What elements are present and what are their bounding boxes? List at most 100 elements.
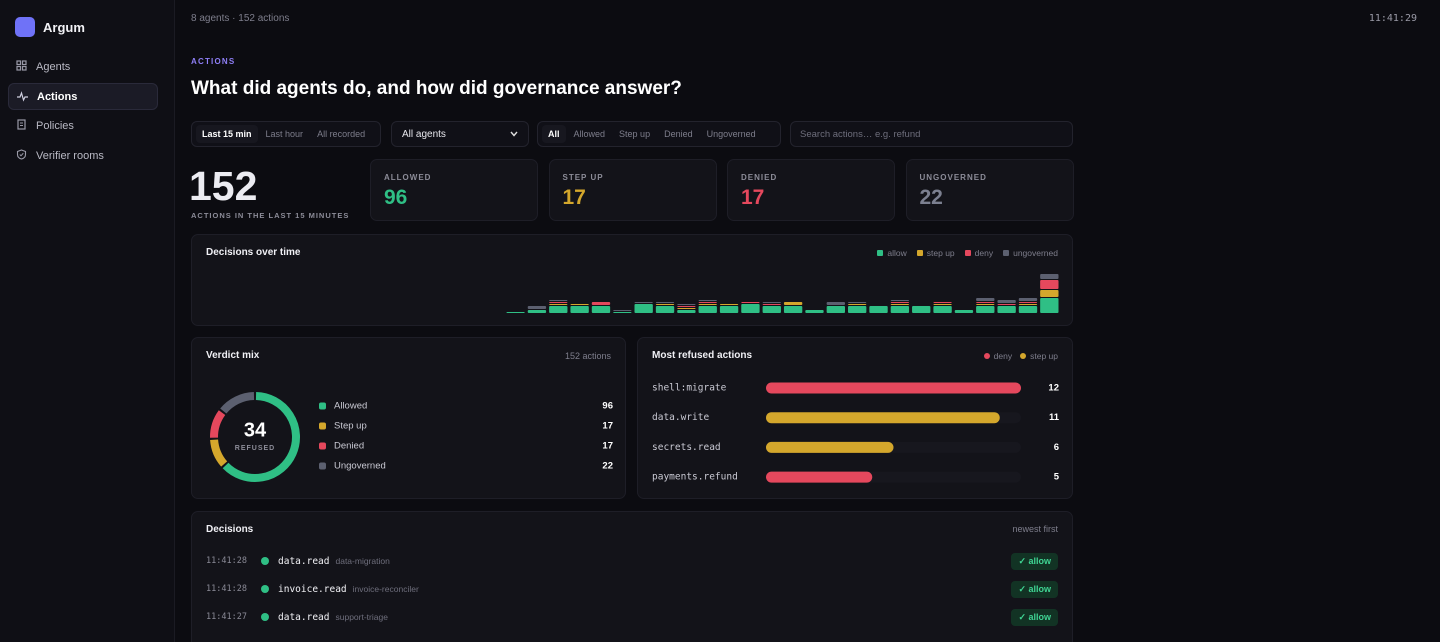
bar [766,382,1021,394]
agent-select[interactable]: All agents [391,121,529,147]
chevron [510,131,518,137]
search-placeholder: Search actions… e.g. refund [800,128,921,140]
time-option[interactable]: Last hour [265,129,304,139]
eyebrow: ACTIONS [191,57,236,66]
legend-swatch [319,402,326,410]
decision-row[interactable]: 11:41:28 invoice.read invoice-reconciler ✓ … [206,579,1058,599]
legend-label: ungoverned [1013,248,1058,258]
nav-label: Actions [37,90,78,103]
search-input[interactable]: Search actions… e.g. refund [790,121,1073,147]
legend-value: 96 [602,401,613,412]
bar-segment [762,306,781,313]
bar-segment [869,306,888,313]
bar-segment [976,298,995,301]
stat-card: DENIED 17 [727,159,895,221]
total-count: 152 [189,163,258,209]
decision-action: invoice.read [278,583,347,595]
bar-segment [997,300,1016,303]
select-value: All agents [402,128,446,140]
nav-item[interactable]: Agents [8,53,158,80]
bar-segment [1018,306,1038,313]
bar-segment [698,304,717,305]
legend-value: 22 [602,461,613,472]
panel-title: Verdict mix [206,350,260,361]
bar-segment [783,306,803,313]
bar-segment [933,306,952,313]
bar-segment [527,306,547,309]
decision-row[interactable]: 11:41:28 data.read data-migration ✓ allow [206,551,1058,571]
verdict-option[interactable]: Denied [664,129,693,139]
bar-segment [976,306,995,313]
legend-item: step up [1020,351,1058,361]
nav-item[interactable]: Verifier rooms [8,142,158,169]
decision-agent: invoice-reconciler [352,584,419,594]
decision-row[interactable]: 11:41:27 data.read support-triage ✓ allow [206,607,1058,627]
sidebar: Argum Agents Actions Policies Verifier r… [0,0,175,642]
time-option[interactable]: All recorded [317,129,366,139]
bar-segment [783,302,803,305]
verdict-option[interactable]: All [542,125,566,143]
stat-label: UNGOVERNED [919,173,987,182]
nav-label: Policies [36,119,74,132]
donut-chart: 34 REFUSED Allowed 96 Step up 17 Denied 17 Ungov… [210,392,613,482]
verdict-option[interactable]: Ungoverned [706,129,756,139]
donut-center-label: REFUSED [235,445,275,452]
nav-item[interactable]: Actions [8,83,158,110]
bar-segment [634,304,653,313]
bar-segment [997,306,1016,313]
legend-label: Denied [334,441,364,452]
stat-value: 96 [384,186,408,209]
stat-card: UNGOVERNED 22 [905,159,1074,221]
legend-swatch [319,442,326,450]
status-dot [261,557,269,565]
verdict-filter: All Allowed Step up Denied Ungoverned [537,121,781,147]
decision-agent: data-migration [335,556,390,566]
verdict-option[interactable]: Step up [619,129,651,139]
bar [766,471,873,483]
stat-label: ALLOWED [384,173,432,182]
bar-segment [912,306,931,313]
bar-segment [890,306,910,313]
legend-label: Ungoverned [334,461,386,472]
bar-segment [655,306,675,313]
bar-value: 5 [1054,472,1060,483]
refused-panel: Most refused actions deny step up shell:m… [637,337,1073,499]
bar-value: 6 [1054,442,1059,453]
donut-center-value: 34 [244,419,267,441]
panel-title: Decisions [206,524,254,535]
bar-segment [549,302,568,303]
verdict-option[interactable]: Allowed [573,129,606,139]
legend-swatch [964,250,971,256]
brand: Argum [43,20,85,35]
bar-segment [997,304,1016,305]
stat-card: ALLOWED 96 [370,159,538,221]
bar-segment [976,304,995,305]
bar-segment [848,304,867,305]
clock: 11:41:29 [1368,13,1417,24]
bar-segment [677,304,696,305]
bar-segment [976,302,995,303]
time-option[interactable]: Last 15 min [196,125,258,143]
nav-label: Verifier rooms [36,149,104,162]
panel-title: Decisions over time [206,247,301,258]
decision-action: data.read [278,611,330,623]
bar-label: shell:migrate [652,383,727,394]
page-title: What did agents do, and how did governan… [191,78,682,99]
status-dot [261,585,269,593]
bar-segment [848,306,867,313]
bar-segment [890,302,910,303]
donut-segment [210,410,226,438]
bar-segment [719,306,739,313]
bar-segment [1018,302,1038,303]
bar-segment [805,310,824,313]
bar-segment [655,304,675,305]
bar [766,412,1000,424]
legend-swatch [319,462,326,470]
nav-item[interactable]: Policies [8,112,158,139]
timeline-chart [506,274,1059,313]
bar-segment [570,304,589,305]
bar-segment [762,302,781,303]
bar-segment [890,300,910,301]
bar-segment [677,306,696,307]
bar-segment [698,306,717,313]
